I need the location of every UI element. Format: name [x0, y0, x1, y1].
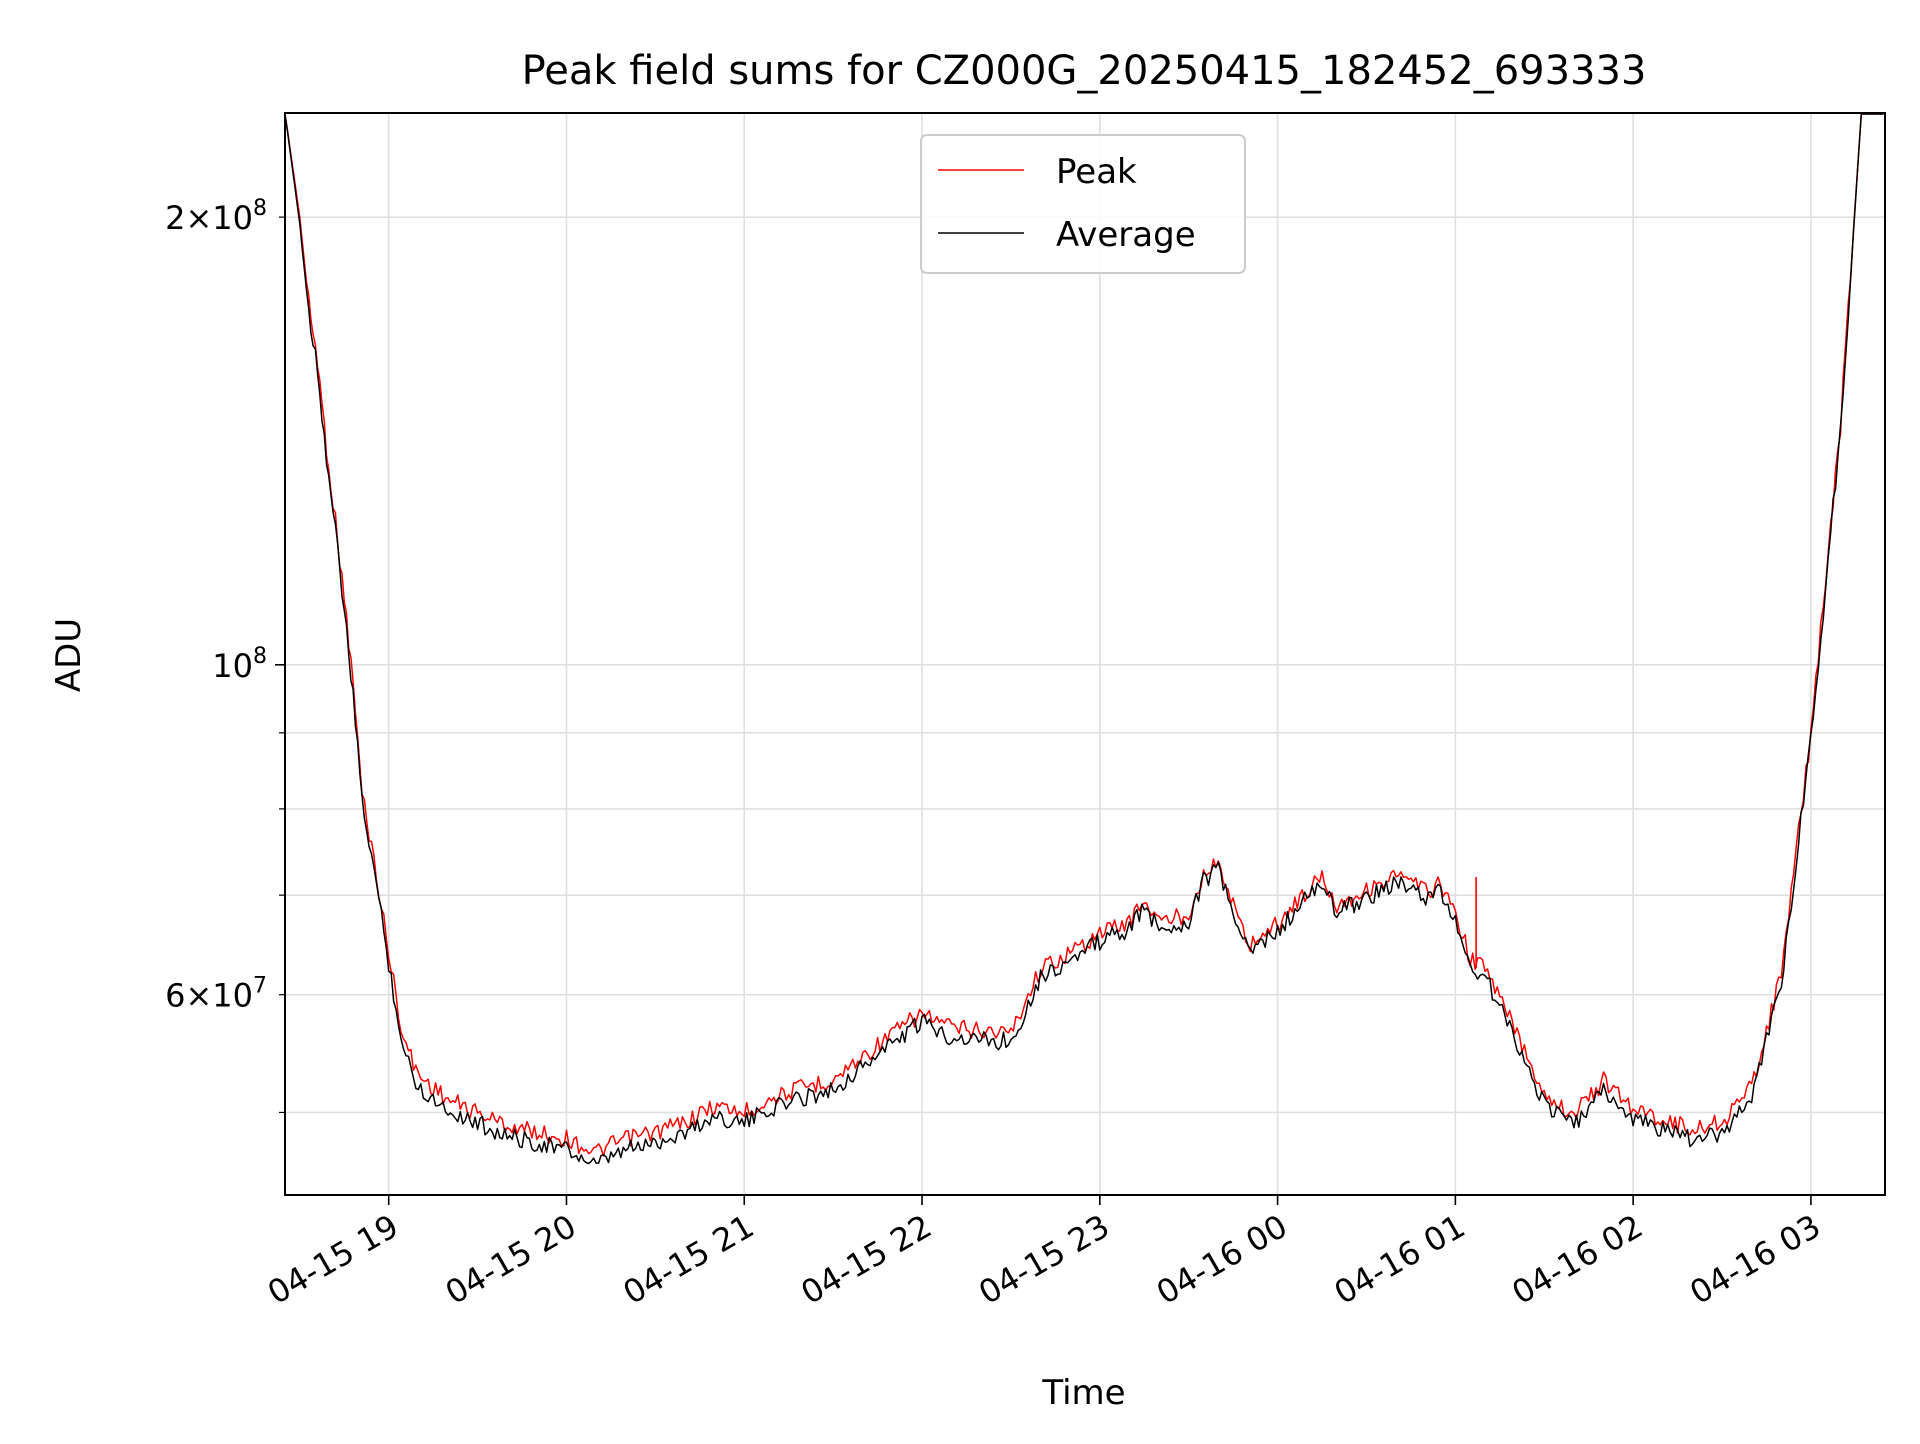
x-tick-label: 04-15 23 [972, 1207, 1116, 1312]
series-line-peak [285, 113, 1885, 1157]
y-axis-label: ADU [49, 618, 89, 692]
y-tick-label: 108 [212, 644, 267, 685]
y-tick-base: 10 [212, 977, 253, 1015]
x-tick-label: 04-15 22 [794, 1207, 938, 1312]
legend: Peak Average [920, 134, 1246, 274]
x-tick-label: 04-16 03 [1683, 1207, 1827, 1312]
y-tick-label: 2×108 [165, 196, 267, 237]
x-axis-label: Time [1041, 1373, 1125, 1413]
y-tick-base: 10 [212, 199, 253, 237]
grid-layer [285, 113, 1885, 1195]
legend-label-peak: Peak [1056, 152, 1137, 192]
y-tick-times: × [185, 977, 212, 1015]
y-tick-exponent: 8 [253, 196, 267, 221]
x-tick-label: 04-15 20 [439, 1207, 583, 1312]
legend-label-average: Average [1056, 215, 1196, 255]
y-tick-exponent: 7 [253, 974, 267, 999]
x-axis-ticks: 04-15 19 04-15 20 04-15 21 04-15 22 04-15 23… [261, 1195, 1827, 1312]
series-layer [285, 113, 1885, 1165]
y-tick-label: 6×107 [165, 974, 267, 1015]
series-line-average [285, 113, 1885, 1165]
y-tick-base: 10 [212, 647, 253, 685]
y-tick-exponent: 8 [253, 644, 267, 669]
y-tick-mantissa: 2 [165, 199, 185, 237]
x-tick-label: 04-16 01 [1328, 1207, 1472, 1312]
x-tick-label: 04-15 19 [261, 1207, 405, 1312]
chart-title: Peak field sums for CZ000G_20250415_1824… [522, 48, 1647, 94]
y-tick-mantissa: 6 [165, 977, 185, 1015]
x-tick-label: 04-16 00 [1150, 1207, 1294, 1312]
y-tick-times: × [185, 199, 212, 237]
x-tick-label: 04-15 21 [617, 1207, 761, 1312]
plot-frame [284, 112, 1886, 1196]
x-tick-label: 04-16 02 [1506, 1207, 1650, 1312]
